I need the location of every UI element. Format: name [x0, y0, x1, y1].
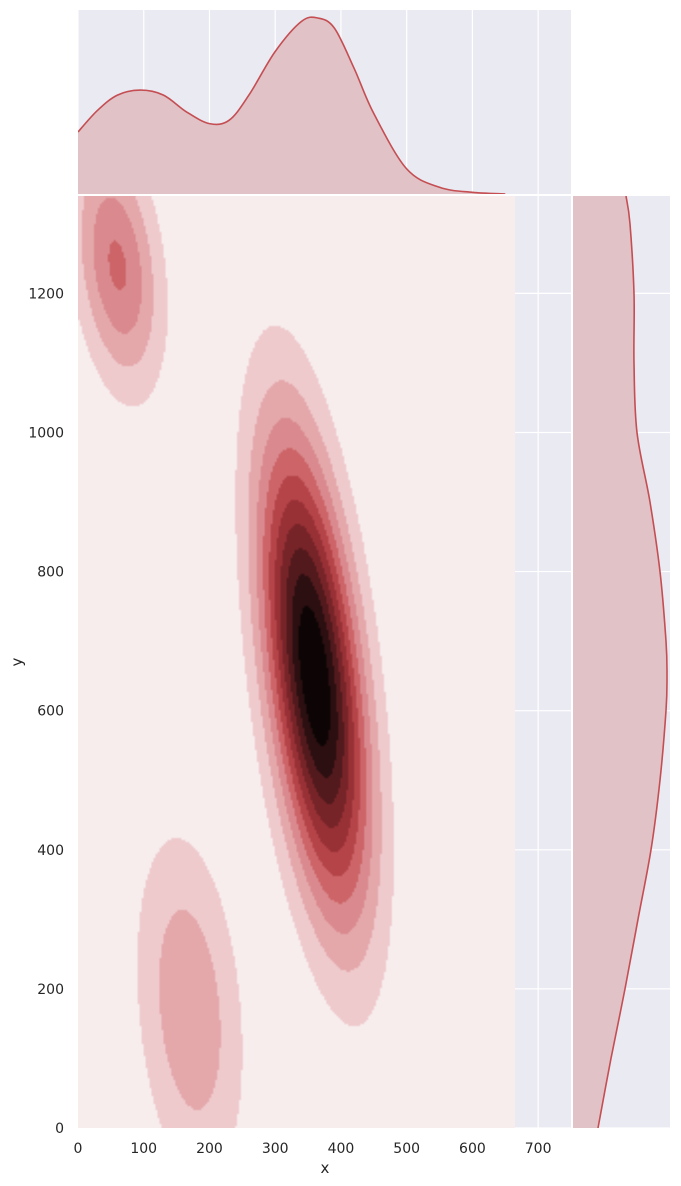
- marginal-y-density-line: [597, 196, 668, 1128]
- x-tick-label: 400: [328, 1141, 355, 1157]
- kde-contours: [78, 196, 515, 1128]
- y-tick-label: 800: [37, 565, 64, 581]
- x-tick-label: 200: [196, 1141, 223, 1157]
- x-tick-label: 700: [525, 1141, 552, 1157]
- x-tick-label: 0: [74, 1141, 83, 1157]
- marginal-y-density-fill: [573, 196, 668, 1128]
- y-tick-label: 1200: [28, 286, 64, 302]
- x-tick-label: 300: [262, 1141, 289, 1157]
- x-tick-label: 100: [130, 1141, 157, 1157]
- y-axis-label: y: [8, 657, 26, 666]
- y-tick-label: 400: [37, 843, 64, 859]
- y-tick-label: 200: [37, 982, 64, 998]
- y-tick-labels: 0 200 400 600 800 1000 1200: [28, 286, 64, 1137]
- y-tick-label: 1000: [28, 425, 64, 441]
- x-axis-label: x: [321, 1159, 330, 1177]
- y-tick-label: 600: [37, 704, 64, 720]
- x-tick-label: 500: [393, 1141, 420, 1157]
- marginal-x-density-line: [78, 16, 506, 194]
- marginal-x-density-fill: [78, 17, 506, 194]
- y-tick-label: 0: [55, 1121, 64, 1137]
- x-tick-label: 600: [459, 1141, 486, 1157]
- x-tick-labels: 0 100 200 300 400 500 600 700: [74, 1141, 552, 1157]
